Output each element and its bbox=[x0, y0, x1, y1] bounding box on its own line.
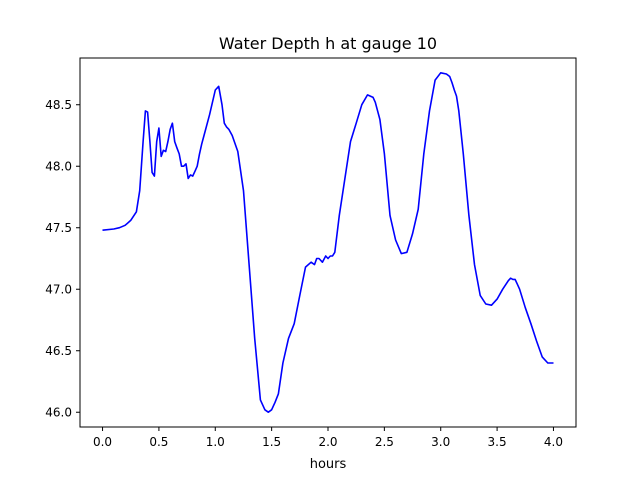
y-tick-label: 47.5 bbox=[45, 221, 72, 235]
x-tick-label: 4.0 bbox=[544, 435, 563, 449]
x-tick-label: 1.0 bbox=[206, 435, 225, 449]
y-axis-ticks: 46.0 46.5 47.0 47.5 48.0 48.5 bbox=[45, 98, 80, 420]
x-tick-label: 2.0 bbox=[318, 435, 337, 449]
x-tick-label: 3.5 bbox=[488, 435, 507, 449]
x-tick-label: 2.5 bbox=[375, 435, 394, 449]
y-tick-label: 48.5 bbox=[45, 98, 72, 112]
x-tick-label: 3.0 bbox=[431, 435, 450, 449]
x-tick-label: 0.5 bbox=[149, 435, 168, 449]
series-line-0 bbox=[102, 72, 554, 414]
y-tick-label: 46.5 bbox=[45, 344, 72, 358]
series-layer bbox=[102, 72, 554, 414]
x-axis-ticks: 0.0 0.5 1.0 1.5 2.0 2.5 3.0 3.5 4.0 bbox=[93, 427, 563, 449]
x-axis-label: hours bbox=[310, 457, 347, 472]
y-tick-label: 47.0 bbox=[45, 283, 72, 297]
chart-title: Water Depth h at gauge 10 bbox=[219, 34, 437, 53]
y-tick-label: 46.0 bbox=[45, 406, 72, 420]
y-tick-label: 48.0 bbox=[45, 160, 72, 174]
x-tick-label: 1.5 bbox=[262, 435, 281, 449]
x-tick-label: 0.0 bbox=[93, 435, 112, 449]
